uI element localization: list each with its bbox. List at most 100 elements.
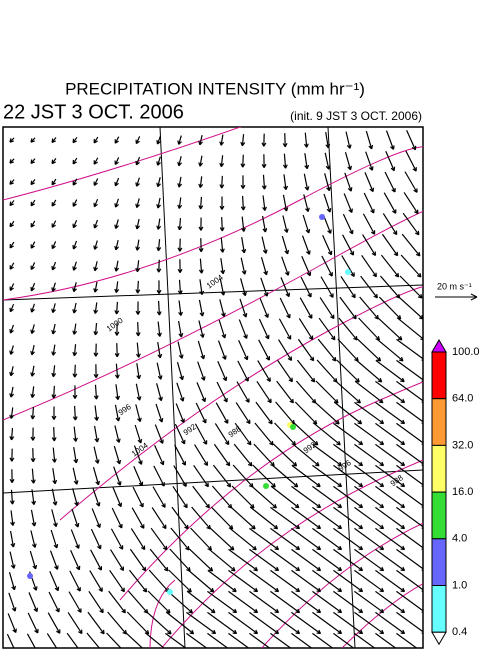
isobar bbox=[149, 579, 176, 648]
wind-arrow bbox=[291, 506, 322, 530]
wind-arrow bbox=[177, 197, 183, 209]
wind-arrow bbox=[291, 632, 313, 648]
wind-arrow bbox=[283, 174, 289, 191]
wind-arrow bbox=[93, 446, 100, 464]
wind-arrow bbox=[178, 300, 183, 316]
wind-arrow bbox=[228, 632, 250, 648]
wind-arrow bbox=[381, 233, 399, 257]
wind-arrow bbox=[125, 632, 144, 648]
valid-time: 22 JST 3 OCT. 2006 bbox=[3, 101, 184, 123]
isobar bbox=[261, 522, 423, 648]
wind-arrow bbox=[354, 590, 385, 614]
wind-arrow bbox=[51, 261, 57, 271]
wind-arrow bbox=[30, 282, 36, 292]
wind-arrow bbox=[354, 485, 385, 509]
colorbar-segment bbox=[431, 444, 447, 493]
wind-arrow bbox=[343, 193, 353, 214]
wind-arrow bbox=[114, 301, 120, 315]
colorbar-label: 100.0 bbox=[452, 346, 480, 358]
wind-arrow bbox=[333, 548, 364, 572]
wind-arrow bbox=[30, 137, 36, 143]
wind-arrow bbox=[168, 569, 192, 593]
wind-arrow bbox=[114, 404, 121, 422]
isobar bbox=[3, 210, 423, 421]
wind-arrow bbox=[196, 382, 207, 403]
wind-arrow bbox=[128, 569, 148, 593]
wind-arrow bbox=[26, 633, 36, 648]
wind-arrow bbox=[198, 196, 204, 210]
wind-arrow bbox=[319, 297, 335, 320]
wind-arrow bbox=[207, 611, 238, 635]
wind-arrow bbox=[114, 198, 120, 208]
wind-arrow bbox=[240, 278, 247, 297]
wind-arrow bbox=[135, 136, 141, 145]
wind-arrow bbox=[135, 198, 140, 209]
wind-arrow bbox=[239, 298, 248, 318]
wind-arrow bbox=[177, 238, 183, 252]
wind-arrow bbox=[398, 296, 423, 320]
wind-arrow bbox=[198, 217, 204, 231]
colorbar: 100.0 64.0 32.0 16.0 4.0 1.0 0.4 bbox=[431, 339, 480, 646]
wind-arrow bbox=[9, 345, 14, 355]
wind-arrow bbox=[209, 527, 235, 551]
wind-arrow bbox=[110, 549, 125, 572]
wind-arrow bbox=[177, 259, 183, 274]
wind-arrow bbox=[114, 136, 120, 144]
wind-arrow bbox=[91, 508, 101, 529]
wind-arrow bbox=[135, 322, 141, 337]
wind-arrow bbox=[396, 401, 423, 424]
wind-arrow bbox=[150, 527, 168, 551]
wind-arrow bbox=[219, 134, 225, 146]
wind-arrow bbox=[228, 611, 259, 635]
wind-arrow bbox=[177, 320, 184, 338]
wind-arrow bbox=[252, 464, 276, 488]
wind-arrow bbox=[228, 590, 259, 614]
wind-arrow bbox=[114, 219, 119, 229]
wind-arrow bbox=[111, 507, 123, 529]
wind-arrow bbox=[152, 486, 166, 508]
wind-arrow bbox=[193, 464, 209, 488]
wind-arrow bbox=[86, 632, 101, 648]
wind-arrow bbox=[333, 422, 364, 446]
wind-arrow bbox=[70, 529, 80, 549]
wind-arrow bbox=[354, 548, 385, 572]
wind-arrow bbox=[375, 527, 406, 551]
wind-arrow bbox=[291, 590, 322, 614]
wind-arrow bbox=[114, 177, 120, 187]
wind-arrow bbox=[67, 612, 83, 635]
wind-arrow bbox=[320, 276, 334, 298]
wind-arrow bbox=[396, 611, 423, 634]
wind-arrow bbox=[72, 385, 78, 399]
colorbar-label: 1.0 bbox=[452, 579, 467, 591]
wind-arrow bbox=[9, 137, 15, 143]
colorbar-segment bbox=[431, 398, 447, 446]
wind-arrow bbox=[405, 150, 417, 172]
wind-arrow bbox=[291, 611, 322, 635]
wind-arrow bbox=[156, 383, 163, 402]
wind-arrow bbox=[270, 527, 301, 551]
colorbar-top bbox=[431, 339, 447, 353]
wind-arrow bbox=[298, 318, 314, 341]
wind-arrow bbox=[9, 407, 15, 419]
wind-arrow bbox=[51, 199, 57, 207]
wind-arrow bbox=[9, 283, 15, 291]
wind-arrow bbox=[399, 275, 423, 299]
wind-arrow bbox=[93, 323, 99, 336]
wind-arrow bbox=[317, 338, 337, 362]
wind-arrow bbox=[156, 300, 162, 316]
wind-arrow bbox=[261, 133, 267, 147]
wind-arrow bbox=[207, 569, 237, 593]
wind-arrow bbox=[208, 548, 236, 572]
wind-arrow bbox=[198, 320, 205, 338]
wind-arrow bbox=[270, 548, 301, 572]
wind-arrow bbox=[9, 469, 15, 484]
wind-arrow bbox=[355, 359, 383, 383]
wind-arrow bbox=[135, 280, 141, 294]
colorbar-label: 64.0 bbox=[452, 393, 473, 405]
wind-arrow bbox=[93, 364, 99, 379]
wind-arrow bbox=[177, 156, 182, 167]
wind-arrow bbox=[113, 445, 122, 465]
wind-arrow bbox=[149, 548, 169, 572]
wind-arrow bbox=[240, 195, 246, 211]
